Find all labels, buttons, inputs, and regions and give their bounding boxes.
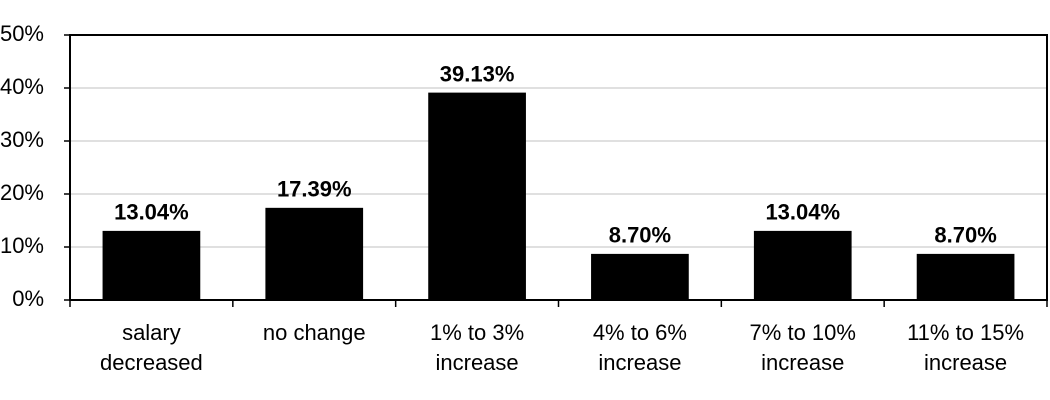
- y-tick-label: 10%: [0, 233, 44, 258]
- bar: [753, 230, 852, 300]
- bar: [591, 253, 689, 300]
- x-tick-label: 11% to 15% increase: [907, 320, 1025, 375]
- value-label: 8.70%: [934, 223, 996, 248]
- y-tick-label: 0%: [12, 286, 44, 311]
- value-label: 39.13%: [440, 61, 515, 86]
- value-label: 17.39%: [277, 177, 352, 202]
- value-label: 13.04%: [114, 200, 189, 225]
- y-tick-label: 30%: [0, 127, 44, 152]
- bar: [916, 253, 1015, 300]
- bar: [102, 230, 201, 300]
- x-tick-label: no change: [262, 320, 366, 345]
- value-label: 13.04%: [765, 200, 840, 225]
- x-tick-label: 4% to 6% increase: [592, 320, 687, 375]
- y-tick-label: 40%: [0, 74, 44, 99]
- bar: [265, 207, 364, 300]
- y-tick-label: 50%: [0, 21, 44, 46]
- bar: [428, 92, 526, 301]
- x-tick-label: salary decreased: [100, 320, 203, 375]
- x-tick-label: 7% to 10% increase: [749, 320, 856, 375]
- value-label: 8.70%: [609, 223, 671, 248]
- plot-border: [69, 34, 1048, 301]
- x-tick-label: 1% to 3% increase: [429, 320, 525, 375]
- y-tick-label: 20%: [0, 180, 44, 205]
